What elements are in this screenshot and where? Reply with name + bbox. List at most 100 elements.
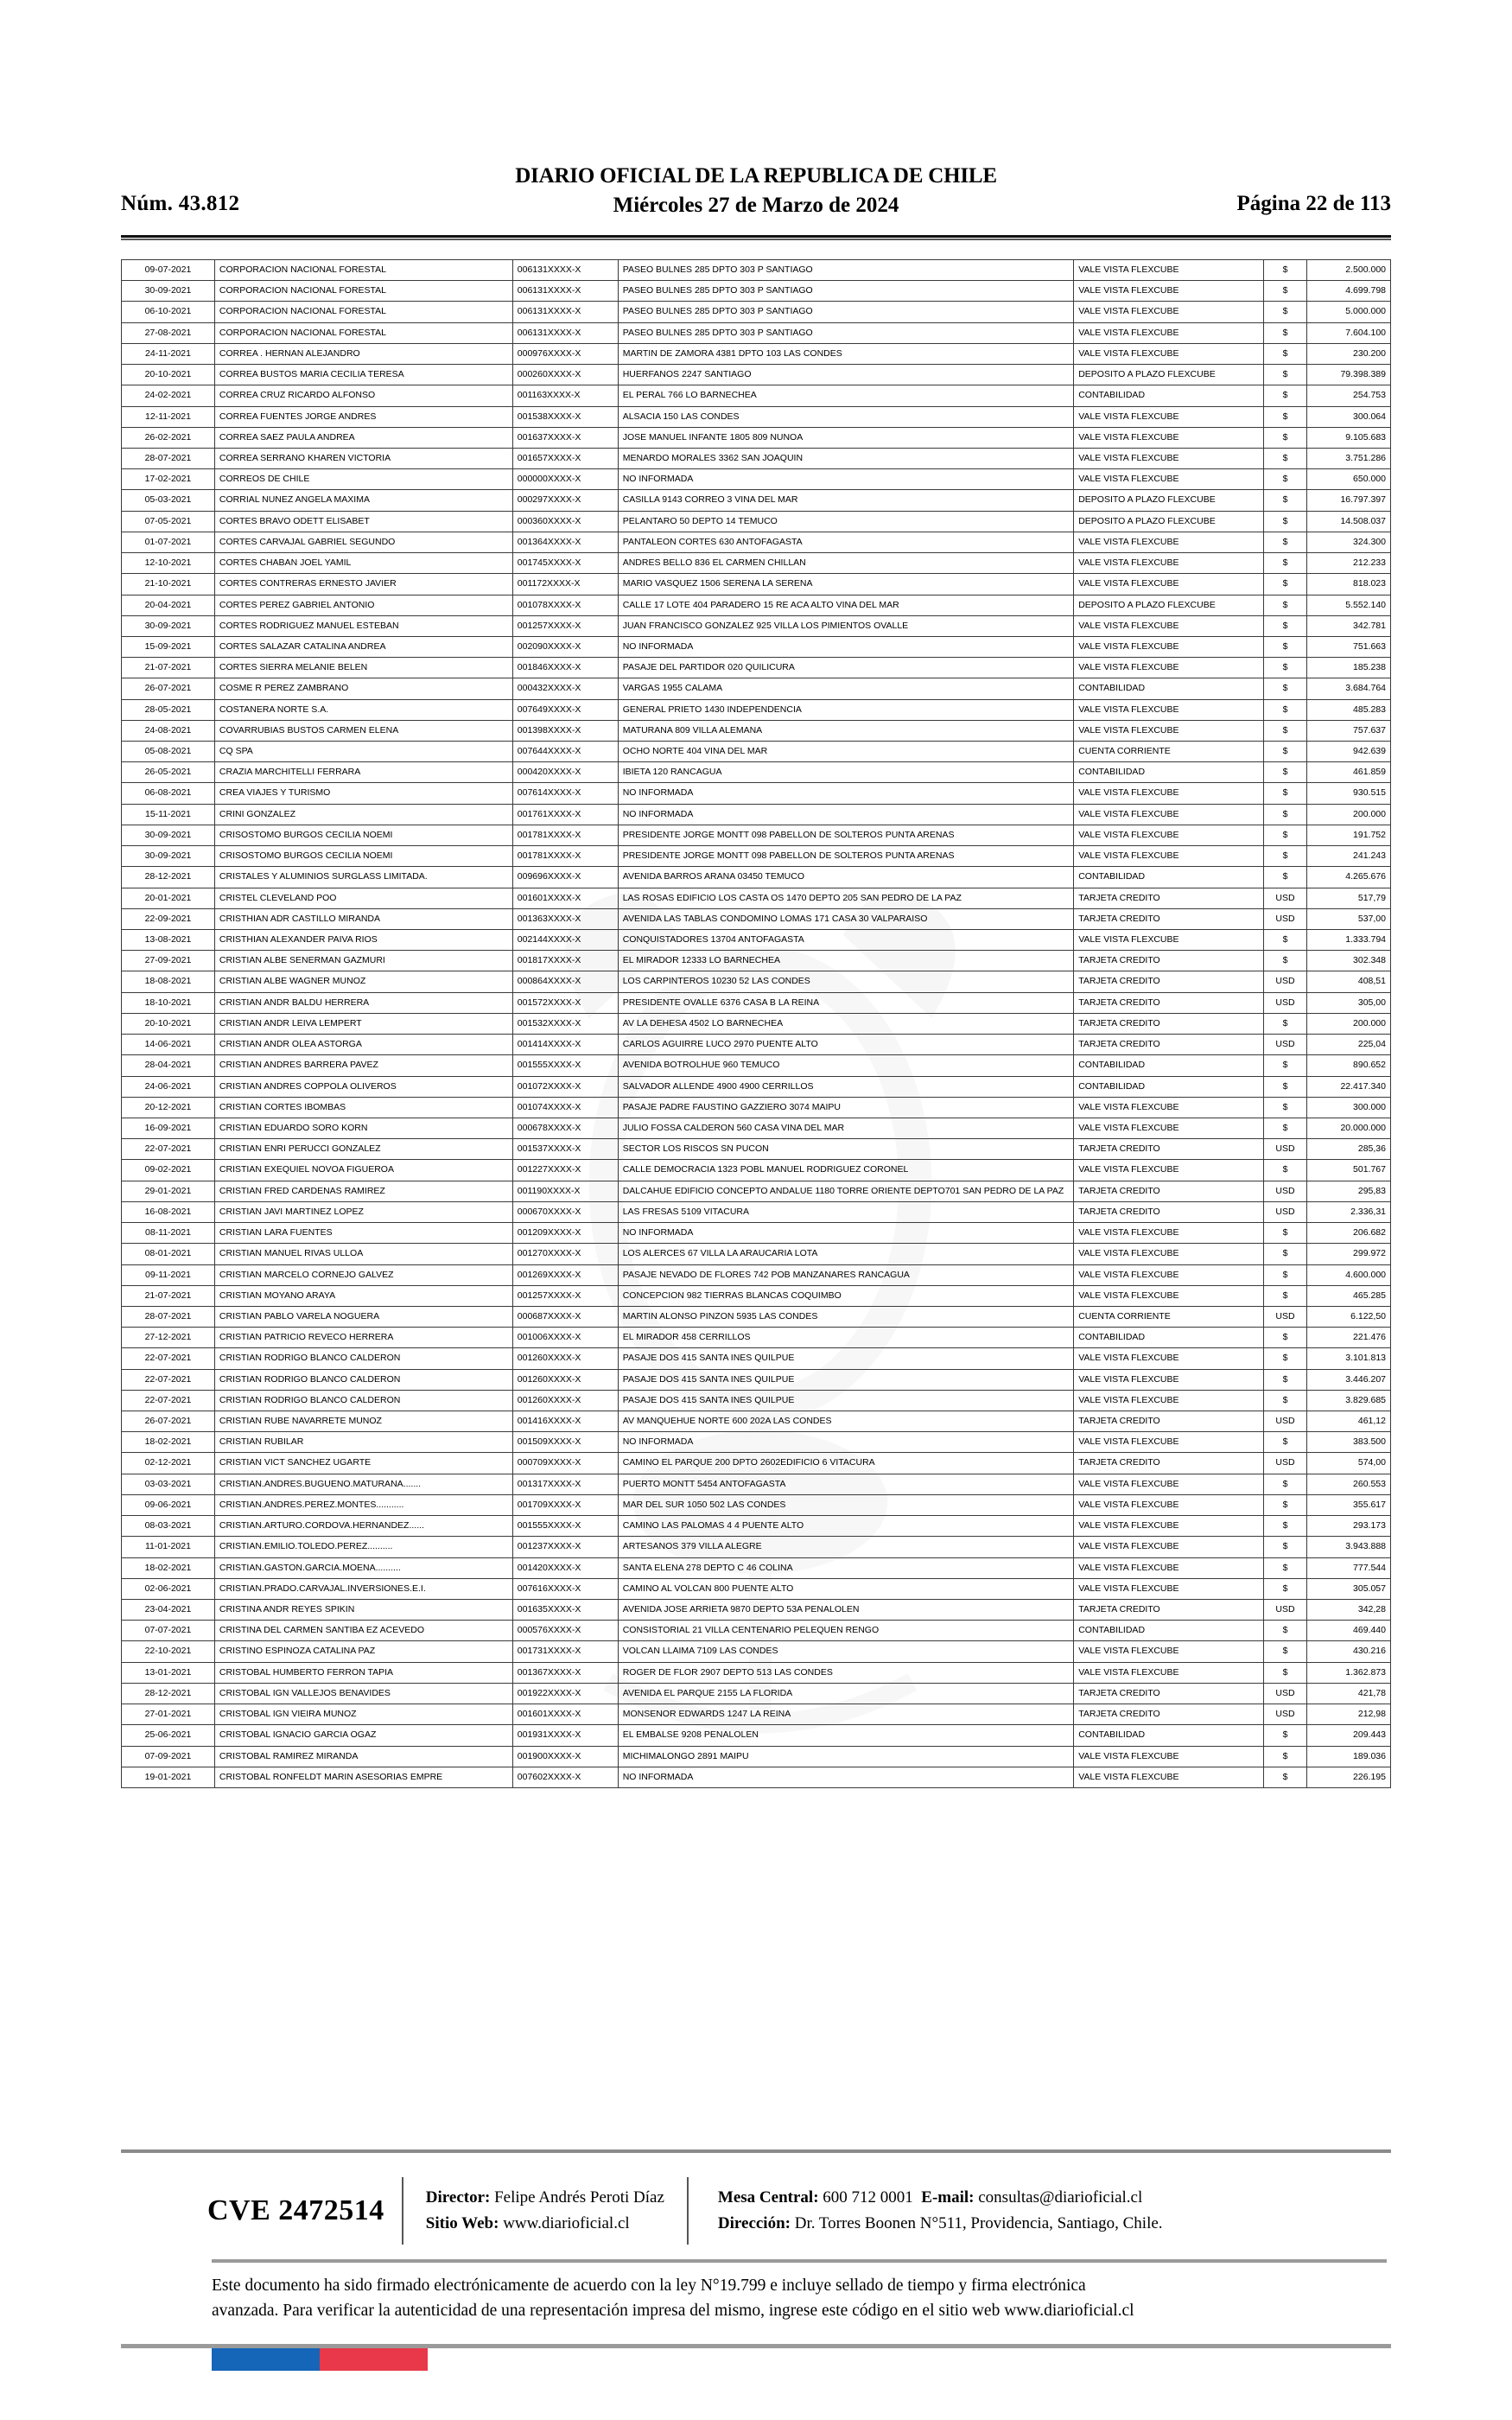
- cell-name: CORREOS DE CHILE: [213, 468, 513, 491]
- cell-address: PRESIDENTE JORGE MONTT 098 PABELLON DE S…: [617, 824, 1075, 847]
- flag-blue-stripe: [212, 2348, 320, 2371]
- cell-amount: 299.972: [1306, 1243, 1391, 1265]
- cell-rut: 001269XXXX-X: [511, 1264, 619, 1286]
- cell-tipo: CONTABILIDAD: [1073, 1327, 1265, 1349]
- cell-name: CRISTIAN PATRICIO REVECO HERRERA: [213, 1327, 513, 1349]
- cell-tipo: VALE VISTA FLEXCUBE: [1073, 635, 1265, 659]
- cell-name: CRISTIAN EDUARDO SORO KORN: [213, 1117, 513, 1140]
- cell-amount: 2.500.000: [1306, 258, 1391, 282]
- cell-tipo: VALE VISTA FLEXCUBE: [1073, 782, 1265, 805]
- cell-tipo: VALE VISTA FLEXCUBE: [1073, 531, 1265, 554]
- cell-date: 07-09-2021: [121, 1745, 215, 1767]
- cell-date: 11-01-2021: [121, 1536, 215, 1558]
- cell-address: CONQUISTADORES 13704 ANTOFAGASTA: [617, 928, 1075, 952]
- cell-amount: 3.446.207: [1306, 1368, 1391, 1391]
- table-row: 08-03-2021 CRISTIAN.ARTURO.CORDOVA.HERNAN…: [121, 1515, 1391, 1538]
- website-value[interactable]: www.diarioficial.cl: [503, 2214, 630, 2232]
- cell-rut: 001227XXXX-X: [511, 1159, 619, 1181]
- cell-rut: 001420XXXX-X: [511, 1557, 619, 1579]
- cell-amount: 14.508.037: [1306, 510, 1391, 532]
- table-row: 07-05-2021 CORTES BRAVO ODETT ELISABET 000…: [121, 510, 1391, 532]
- cell-name: CRISTIAN ANDR OLEA ASTORGA: [213, 1034, 513, 1056]
- email-label: E-mail:: [921, 2188, 975, 2207]
- cell-amount: 501.767: [1306, 1159, 1391, 1181]
- cell-name: CRISTOBAL IGN VALLEJOS BENAVIDES: [213, 1682, 513, 1705]
- cell-tipo: VALE VISTA FLEXCUBE: [1073, 1284, 1265, 1307]
- cell-tipo: DEPOSITO A PLAZO FLEXCUBE: [1073, 594, 1265, 616]
- cell-date: 19-01-2021: [121, 1766, 215, 1788]
- cell-address: PASAJE DOS 415 SANTA INES QUILPUE: [617, 1347, 1075, 1370]
- cell-name: CORPORACION NACIONAL FORESTAL: [213, 301, 513, 323]
- cell-rut: 000420XXXX-X: [511, 761, 619, 784]
- cell-amount: 300.000: [1306, 1096, 1391, 1118]
- cell-address: PANTALEON CORTES 630 ANTOFAGASTA: [617, 531, 1075, 554]
- table-row: 21-10-2021 CORTES CONTRERAS ERNESTO JAVIE…: [121, 573, 1391, 595]
- cell-amount: 469.440: [1306, 1620, 1391, 1642]
- cell-rut: 000864XXXX-X: [511, 971, 619, 993]
- cell-amount: 305,00: [1306, 991, 1391, 1014]
- cell-amount: 342,28: [1306, 1598, 1391, 1621]
- cell-address: CONCEPCION 982 TIERRAS BLANCAS COQUIMBO: [617, 1284, 1075, 1307]
- cell-date: 28-05-2021: [121, 698, 215, 721]
- cell-address: MARTIN ALONSO PINZON 5935 LAS CONDES: [617, 1305, 1075, 1328]
- cell-date: 23-04-2021: [121, 1598, 215, 1621]
- table-row: 18-02-2021 CRISTIAN RUBILAR 001509XXXX-X NO…: [121, 1431, 1391, 1454]
- cell-cur: $: [1263, 1766, 1307, 1788]
- cell-name: CRISTIAN VICT SANCHEZ UGARTE: [213, 1452, 513, 1474]
- cell-date: 20-12-2021: [121, 1096, 215, 1118]
- cell-amount: 300.064: [1306, 405, 1391, 428]
- table-row: 26-05-2021 CRAZIA MARCHITELLI FERRARA 0004…: [121, 761, 1391, 784]
- cell-address: PASAJE NEVADO DE FLORES 742 POB MANZANAR…: [617, 1264, 1075, 1286]
- cell-name: CORTES RODRIGUEZ MANUEL ESTEBAN: [213, 615, 513, 637]
- cell-address: AVENIDA BOTROLHUE 960 TEMUCO: [617, 1054, 1075, 1077]
- cell-rut: 001509XXXX-X: [511, 1431, 619, 1454]
- cell-cur: $: [1263, 1577, 1307, 1601]
- cell-rut: 000576XXXX-X: [511, 1620, 619, 1642]
- table-row: 29-01-2021 CRISTIAN FRED CARDENAS RAMIREZ…: [121, 1180, 1391, 1202]
- cell-date: 09-02-2021: [121, 1159, 215, 1181]
- cell-amount: 574,00: [1306, 1452, 1391, 1474]
- table-row: 28-07-2021 CRISTIAN PABLO VARELA NOGUERA 0…: [121, 1305, 1391, 1328]
- cell-date: 28-07-2021: [121, 447, 215, 470]
- table-row: 09-11-2021 CRISTIAN MARCELO CORNEJO GALVE…: [121, 1264, 1391, 1286]
- cell-cur: USD: [1263, 908, 1307, 931]
- cell-date: 27-09-2021: [121, 950, 215, 972]
- table-row: 20-01-2021 CRISTEL CLEVELAND POO 001601XXX…: [121, 887, 1391, 909]
- cell-cur: USD: [1263, 1200, 1307, 1224]
- cell-tipo: VALE VISTA FLEXCUBE: [1073, 1243, 1265, 1265]
- cell-rut: 001637XXXX-X: [511, 426, 619, 449]
- cell-name: CORREA BUSTOS MARIA CECILIA TERESA: [213, 364, 513, 386]
- cell-cur: USD: [1263, 1180, 1307, 1202]
- cell-cur: $: [1263, 698, 1307, 721]
- cell-rut: 001922XXXX-X: [511, 1682, 619, 1705]
- cell-address: AVENIDA LAS TABLAS CONDOMINO LOMAS 171 C…: [617, 908, 1075, 931]
- cell-rut: 000976XXXX-X: [511, 342, 619, 366]
- table-row: 03-03-2021 CRISTIAN.ANDRES.BUGUENO.MATURA…: [121, 1473, 1391, 1495]
- cell-date: 18-08-2021: [121, 971, 215, 993]
- cell-amount: 241.243: [1306, 845, 1391, 868]
- cell-cur: $: [1263, 635, 1307, 659]
- cell-date: 09-07-2021: [121, 258, 215, 282]
- cell-address: NO INFORMADA: [617, 782, 1075, 805]
- cell-amount: 537,00: [1306, 908, 1391, 931]
- cell-name: CORPORACION NACIONAL FORESTAL: [213, 322, 513, 344]
- cell-cur: $: [1263, 1745, 1307, 1767]
- email-value[interactable]: consultas@diarioficial.cl: [978, 2188, 1143, 2207]
- cell-name: CORTES CARVAJAL GABRIEL SEGUNDO: [213, 531, 513, 554]
- cell-date: 25-06-2021: [121, 1724, 215, 1747]
- cell-tipo: DEPOSITO A PLAZO FLEXCUBE: [1073, 510, 1265, 532]
- cell-rut: 007644XXXX-X: [511, 741, 619, 763]
- cell-tipo: VALE VISTA FLEXCUBE: [1073, 1661, 1265, 1684]
- table-row: 26-02-2021 CORREA SAEZ PAULA ANDREA 001637…: [121, 426, 1391, 449]
- cell-name: CORTES BRAVO ODETT ELISABET: [213, 510, 513, 532]
- cell-address: ALSACIA 150 LAS CONDES: [617, 405, 1075, 428]
- cell-cur: $: [1263, 1515, 1307, 1538]
- cell-amount: 209.443: [1306, 1724, 1391, 1747]
- cell-date: 20-10-2021: [121, 1012, 215, 1035]
- cell-name: CRISTIAN MARCELO CORNEJO GALVEZ: [213, 1264, 513, 1286]
- cell-address: JUAN FRANCISCO GONZALEZ 925 VILLA LOS PI…: [617, 615, 1075, 637]
- cell-amount: 517,79: [1306, 887, 1391, 909]
- table-row: 18-02-2021 CRISTIAN.GASTON.GARCIA.MOENA..…: [121, 1557, 1391, 1579]
- cell-cur: $: [1263, 1117, 1307, 1140]
- cell-address: AV MANQUEHUE NORTE 600 202A LAS CONDES: [617, 1411, 1075, 1433]
